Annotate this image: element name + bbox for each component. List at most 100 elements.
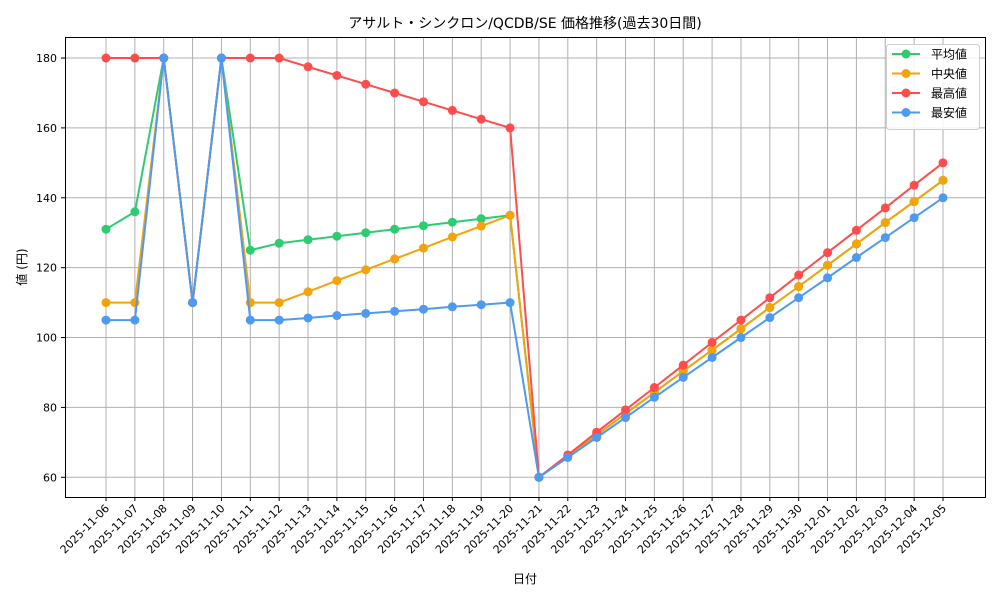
data-point xyxy=(563,452,573,462)
data-point xyxy=(534,472,544,482)
y-tick-label: 160 xyxy=(36,122,57,135)
data-point xyxy=(476,300,486,310)
data-point xyxy=(880,203,890,213)
y-tick-label: 60 xyxy=(43,471,57,484)
data-point xyxy=(332,70,342,80)
series-3 xyxy=(101,53,948,482)
plot-area-border xyxy=(65,37,986,498)
data-point xyxy=(303,313,313,323)
data-point xyxy=(736,333,746,343)
data-point xyxy=(765,313,775,323)
data-point xyxy=(765,302,775,312)
data-point xyxy=(938,193,948,203)
data-point xyxy=(101,315,111,325)
y-tick-label: 120 xyxy=(36,262,57,275)
data-point xyxy=(476,214,486,224)
data-point xyxy=(159,53,169,63)
data-point xyxy=(476,114,486,124)
data-point xyxy=(880,233,890,243)
data-point xyxy=(649,383,659,393)
data-point xyxy=(303,235,313,245)
data-point xyxy=(765,293,775,303)
data-point xyxy=(188,298,198,308)
data-point xyxy=(678,372,688,382)
y-tick-label: 80 xyxy=(43,401,57,414)
data-point xyxy=(130,207,140,217)
data-point xyxy=(390,88,400,98)
data-point xyxy=(938,175,948,185)
data-point xyxy=(707,352,717,362)
series-lines xyxy=(101,53,948,482)
data-point xyxy=(361,79,371,89)
data-point xyxy=(101,224,111,234)
data-point xyxy=(909,197,919,207)
data-point xyxy=(361,265,371,275)
data-point xyxy=(245,315,255,325)
data-point xyxy=(245,53,255,63)
data-point xyxy=(505,210,515,220)
data-point xyxy=(418,221,428,231)
y-tick-label: 140 xyxy=(36,192,57,205)
data-point xyxy=(851,253,861,263)
data-point xyxy=(649,392,659,402)
data-point xyxy=(621,405,631,415)
y-tick-label: 180 xyxy=(36,52,57,65)
legend-label: 平均値 xyxy=(931,47,967,62)
data-point xyxy=(447,105,457,115)
data-point xyxy=(851,239,861,249)
legend-swatch-marker xyxy=(901,108,911,117)
data-point xyxy=(794,293,804,303)
data-point xyxy=(216,53,226,63)
data-point xyxy=(794,270,804,280)
data-point xyxy=(592,432,602,442)
data-point xyxy=(130,53,140,63)
data-point xyxy=(274,238,284,248)
data-point xyxy=(303,62,313,72)
data-point xyxy=(418,243,428,253)
data-point xyxy=(274,53,284,63)
data-point xyxy=(736,324,746,334)
data-point xyxy=(823,260,833,270)
y-axis: 60 80 100 120 140 160 180 xyxy=(36,52,65,484)
data-point xyxy=(303,287,313,297)
data-point xyxy=(332,276,342,286)
data-point xyxy=(130,315,140,325)
data-point xyxy=(447,217,457,227)
series-line xyxy=(106,57,944,479)
data-point xyxy=(447,302,457,312)
data-point xyxy=(332,231,342,241)
data-point xyxy=(476,221,486,231)
data-point xyxy=(390,254,400,264)
y-tick-label: 100 xyxy=(36,332,57,345)
x-axis: 2025-11-062025-11-072025-11-082025-11-09… xyxy=(58,497,949,556)
data-point xyxy=(390,224,400,234)
data-point xyxy=(909,180,919,190)
legend-swatch-marker xyxy=(901,49,911,59)
data-point xyxy=(678,360,688,370)
chart-title: アサルト・シンクロン/QCDB/SE 価格推移(過去30日間) xyxy=(348,16,702,32)
legend-label: 中央値 xyxy=(931,66,967,81)
data-point xyxy=(390,306,400,316)
data-point xyxy=(505,123,515,133)
data-point xyxy=(101,53,111,63)
data-point xyxy=(332,311,342,321)
legend-box xyxy=(886,44,980,130)
series-line xyxy=(106,57,944,479)
data-point xyxy=(851,225,861,235)
data-point xyxy=(880,218,890,228)
data-point xyxy=(361,228,371,238)
legend-label: 最安値 xyxy=(931,105,967,120)
y-axis-label: 値 (円) xyxy=(14,248,29,285)
data-point xyxy=(505,298,515,308)
data-point xyxy=(361,308,371,318)
data-point xyxy=(909,213,919,223)
data-point xyxy=(418,304,428,314)
data-point xyxy=(707,345,717,355)
data-point xyxy=(938,158,948,168)
data-point xyxy=(707,337,717,347)
data-point xyxy=(418,97,428,107)
data-point xyxy=(274,315,284,325)
series-line xyxy=(106,57,944,479)
legend-swatch-marker xyxy=(901,88,911,98)
